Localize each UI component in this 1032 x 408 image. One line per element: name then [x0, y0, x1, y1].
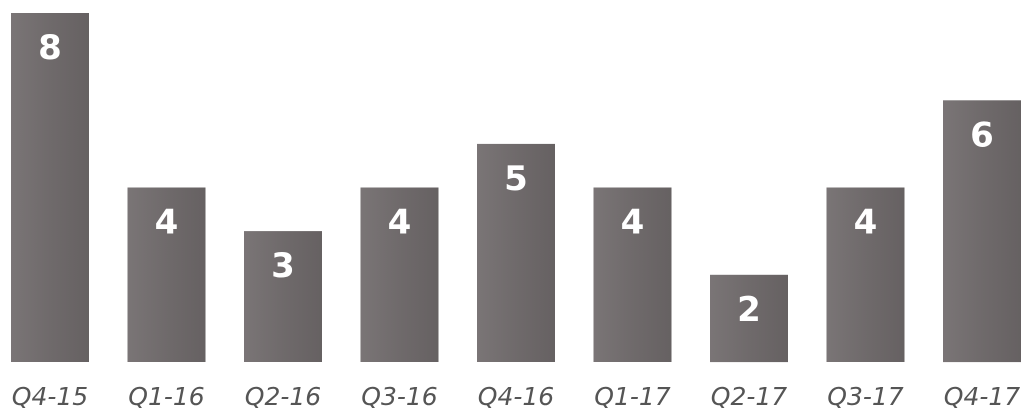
- bar-q1-16: [127, 187, 206, 362]
- x-tick-label: Q4-17: [944, 382, 1021, 408]
- x-tick-label: Q1-17: [594, 382, 671, 408]
- bar-value-label: 2: [737, 290, 761, 330]
- bar-q3-16: [360, 187, 439, 362]
- bars-group: [11, 13, 1021, 363]
- x-tick-label: Q4-15: [12, 382, 88, 408]
- x-axis-tick-labels: Q4-15 Q1-16 Q2-16 Q3-16 Q4-16 Q1-17 Q2-17 Q3-17…: [12, 382, 1021, 408]
- bar-q4-17: [943, 100, 1021, 363]
- bar-q3-17: [826, 187, 905, 362]
- bar-value-label: 8: [38, 28, 62, 68]
- x-tick-label: Q3-17: [827, 382, 904, 408]
- x-tick-label: Q2-17: [711, 382, 788, 408]
- bar-q1-17: [593, 187, 672, 362]
- bar-value-label: 4: [388, 203, 412, 243]
- bar-q2-16: [244, 231, 322, 362]
- bar-value-label: 4: [854, 203, 878, 243]
- bar-q2-17: [710, 274, 788, 363]
- bar-value-label: 6: [970, 115, 994, 155]
- bar-value-label: 4: [155, 203, 179, 243]
- x-tick-label: Q3-16: [361, 382, 437, 408]
- x-tick-label: Q1-16: [128, 382, 204, 408]
- bar-value-label: 3: [271, 246, 295, 286]
- bar-value-label: 5: [504, 159, 528, 199]
- bar-labels-group: 8 4 3 4 5 4 2 4 6: [38, 28, 994, 330]
- x-tick-label: Q2-16: [245, 382, 321, 408]
- x-tick-label: Q4-16: [478, 382, 554, 408]
- bar-q4-15: [11, 13, 89, 362]
- bar-q4-16: [477, 143, 555, 362]
- bar-value-label: 4: [621, 203, 645, 243]
